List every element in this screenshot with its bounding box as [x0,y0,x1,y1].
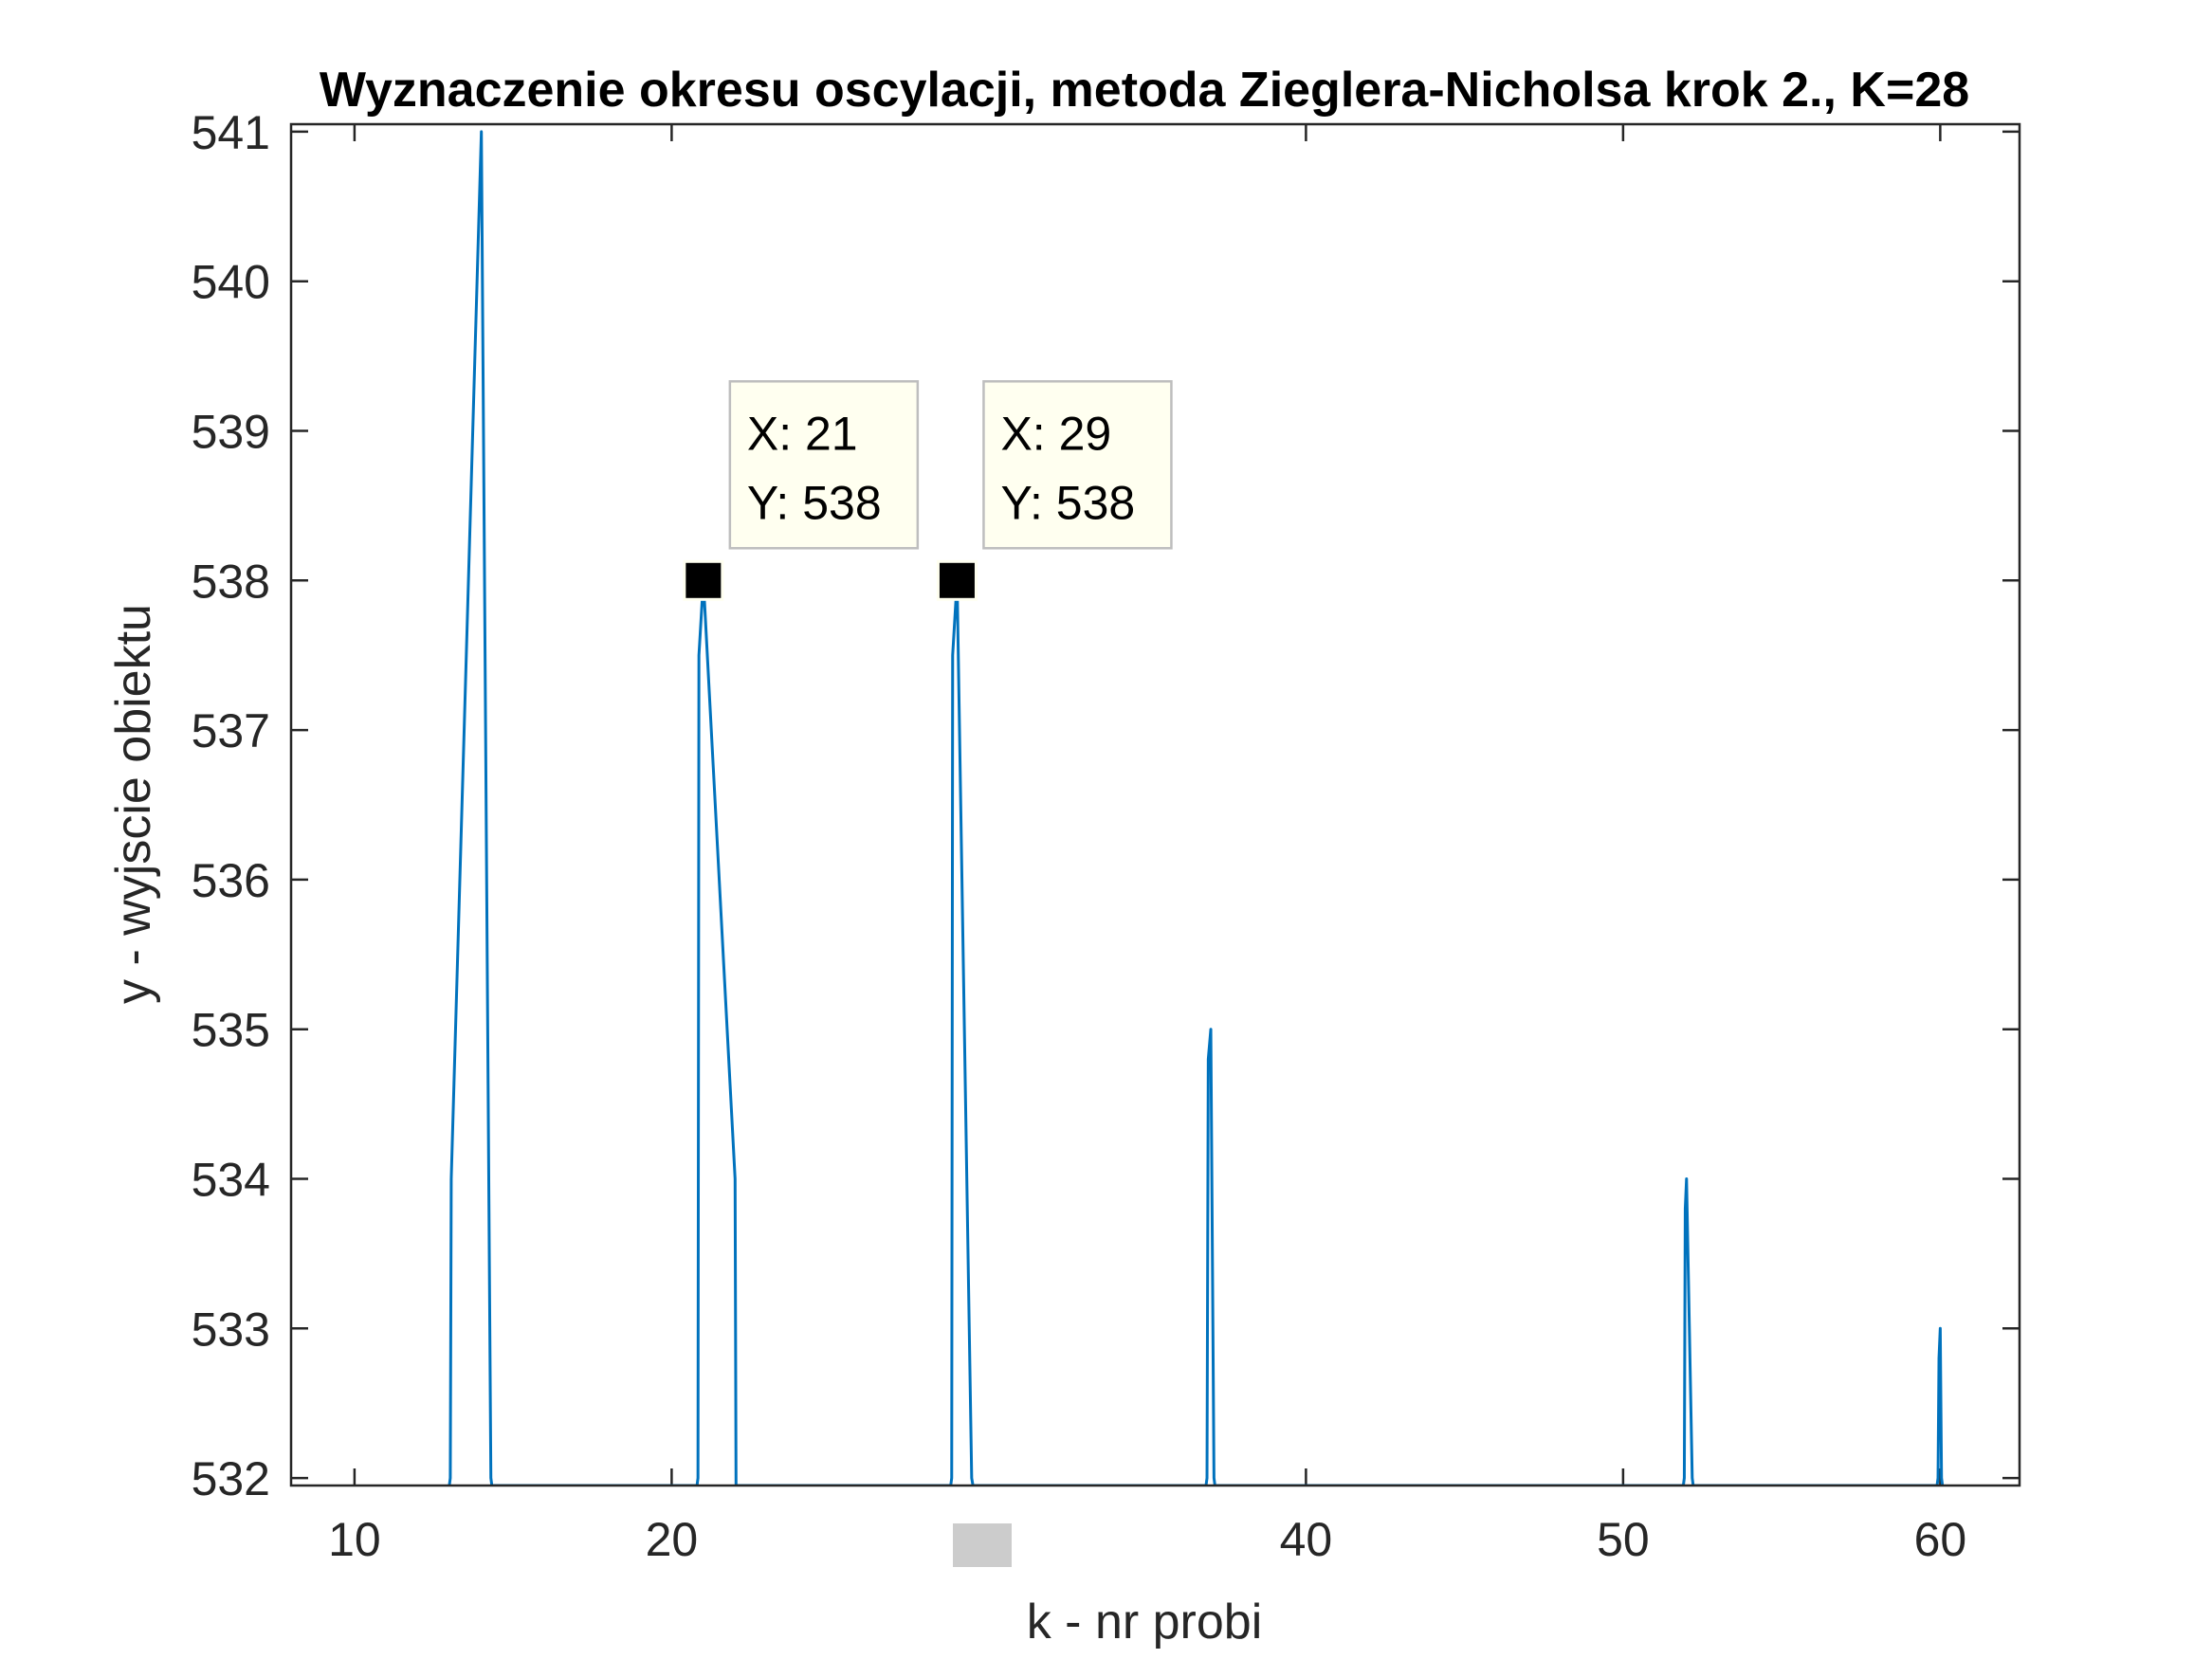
x-tick-label: 20 [646,1513,699,1566]
y-tick-label: 539 [192,405,270,458]
x-axis-label: k - nr probi [1027,1595,1263,1650]
y-tick-label: 535 [192,1004,270,1057]
datatip-y-text: Y: 538 [747,476,882,529]
y-tick-label: 538 [192,555,270,608]
y-tick-label: 536 [192,854,270,907]
x-tick-label: 10 [328,1513,381,1566]
y-axis-label: y - wyjscie obiektu [106,604,161,1004]
chart-title: Wyznaczenie okresu oscylacji, metoda Zie… [320,63,1969,118]
datatip-box [728,380,920,550]
y-tick-label: 540 [192,256,270,309]
y-tick-label: 541 [192,106,270,159]
y-tick-label: 532 [192,1452,270,1505]
y-tick-label: 534 [192,1154,270,1207]
plot-area [291,124,2020,1486]
datatips: X: 21 Y: 538 X: 29 Y: 538 [683,380,1173,601]
datatip-marker[interactable] [936,559,978,601]
datatip-x-text: X: 21 [747,407,858,460]
x-tick-label: 60 [1914,1513,1967,1566]
axes-box [289,122,2021,1487]
datatip[interactable]: X: 29 Y: 538 [936,380,1173,601]
y-tick-label: 533 [192,1303,270,1356]
occluded-tick-label [953,1523,1012,1567]
datatip-box [982,380,1173,550]
x-tick-label: 50 [1597,1513,1650,1566]
y-tick-label: 537 [192,704,270,757]
y-tick-labels: 532 533 534 535 536 537 538 539 540 541 [192,106,270,1505]
datatip-x-text: X: 29 [1000,407,1111,460]
x-tick-labels: 10 20 40 50 60 [328,1513,1966,1566]
datatip[interactable]: X: 21 Y: 538 [683,380,920,601]
x-tick-label: 40 [1280,1513,1333,1566]
axis-ticks [291,124,2020,1486]
datatip-marker[interactable] [683,559,724,601]
datatip-y-text: Y: 538 [1000,476,1135,529]
